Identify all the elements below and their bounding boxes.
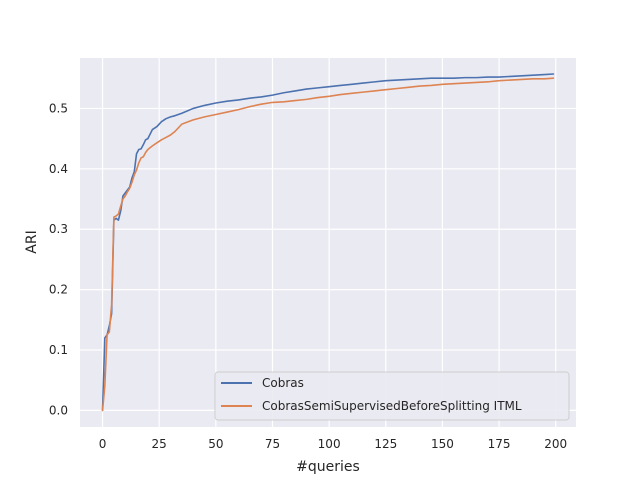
- series-line-cobras: [101, 73, 555, 412]
- x-tick-label: 200: [544, 437, 567, 451]
- y-tick-label: 0.1: [49, 343, 68, 357]
- y-tick-label: 0.2: [49, 283, 68, 297]
- legend-label-itml: CobrasSemiSupervisedBeforeSplitting ITML: [262, 399, 522, 413]
- y-tick-label: 0.3: [49, 222, 68, 236]
- plot-area-background: [80, 58, 576, 427]
- x-tick-label: 175: [488, 437, 511, 451]
- series: [101, 73, 555, 412]
- tick-labels: 0 25 50 75 100 125 150 175 200 0.0 0.1 0.2 0.3 0.4 0.5: [49, 101, 567, 451]
- series-line-itml: [101, 77, 555, 412]
- y-axis-label: ARI: [24, 230, 40, 253]
- y-tick-label: 0.4: [49, 162, 68, 176]
- x-tick-label: 25: [152, 437, 167, 451]
- x-tick-label: 0: [99, 437, 107, 451]
- x-tick-label: 125: [374, 437, 397, 451]
- legend-label-cobras: Cobras: [262, 376, 304, 390]
- y-tick-label: 0.5: [49, 101, 68, 115]
- legend: Cobras CobrasSemiSupervisedBeforeSplitti…: [214, 371, 570, 421]
- legend-box: [214, 371, 570, 421]
- y-tick-label: 0.0: [49, 403, 68, 417]
- x-axis-label: #queries: [296, 459, 360, 475]
- x-tick-label: 100: [318, 437, 341, 451]
- x-tick-label: 75: [265, 437, 280, 451]
- x-tick-label: 50: [208, 437, 223, 451]
- x-tick-label: 150: [431, 437, 454, 451]
